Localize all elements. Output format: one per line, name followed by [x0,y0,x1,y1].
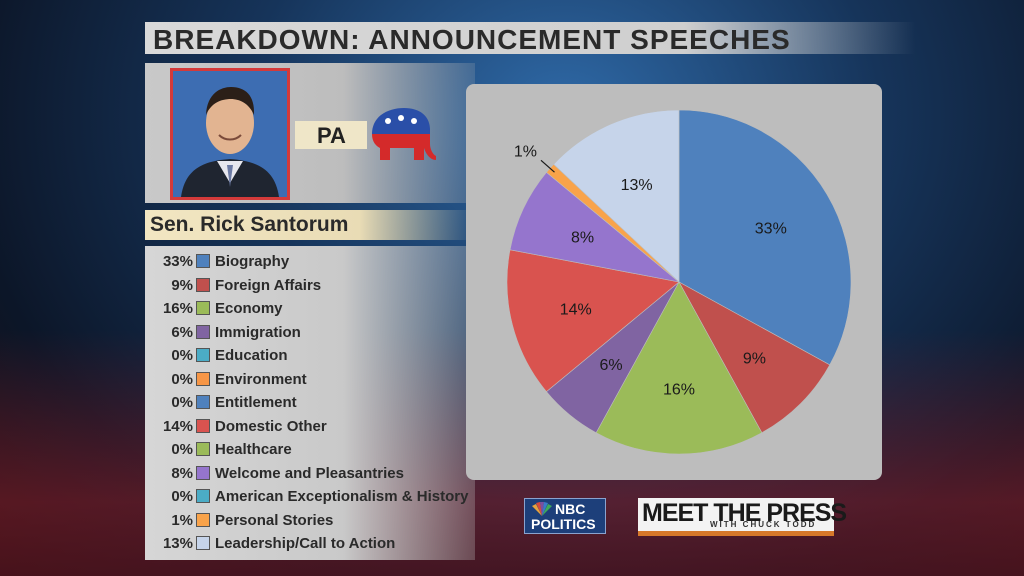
legend-percent: 0% [171,394,193,411]
legend-item: 0% Education [145,345,475,367]
name-bar: Sen. Rick Santorum [145,210,475,240]
legend-label: Education [215,347,288,364]
pie-data-label: 33% [755,221,787,238]
candidate-photo [170,68,290,200]
legend-item: 0% Healthcare [145,439,475,461]
legend-percent: 6% [171,324,193,341]
nbc-politics-logo: NBC POLITICS [524,498,606,534]
legend-item: 33% Biography [145,251,475,273]
legend-swatch [196,419,210,433]
pie-slice-leadership-call-to-action [553,109,680,283]
legend-swatch [196,442,210,456]
mtp-subtitle: WITH CHUCK TODD [710,520,817,529]
peacock-icon [532,502,552,516]
gop-elephant-icon [372,108,436,160]
state-badge: PA [295,121,367,149]
pie-data-label: 13% [621,177,653,194]
legend-item: 8% Welcome and Pleasantries [145,463,475,485]
legend-item: 6% Immigration [145,322,475,344]
pie-data-label: 8% [571,230,594,247]
legend-percent: 0% [171,347,193,364]
legend-item: 9% Foreign Affairs [145,275,475,297]
legend-percent: 0% [171,371,193,388]
legend-label: Economy [215,300,283,317]
legend-percent: 0% [171,488,193,505]
legend-panel: 33% Biography 9% Foreign Affairs 16% Eco… [145,246,475,560]
legend-percent: 8% [171,465,193,482]
legend-swatch [196,513,210,527]
title-bar: BREAKDOWN: ANNOUNCEMENT SPEECHES [145,22,915,55]
legend-percent: 16% [162,300,193,317]
pie-leader-line [540,159,555,173]
legend-label: Immigration [215,324,301,341]
pie-slice-foreign-affairs [678,281,831,434]
pie-slice-economy [595,281,763,455]
portrait-image [173,71,287,197]
meet-the-press-logo: MEET THE PRESS WITH CHUCK TODD [638,498,847,536]
legend-label: American Exceptionalism & History [215,488,469,505]
legend-label: Domestic Other [215,418,327,435]
pie-data-label: 16% [663,382,695,399]
chart-panel: 33% 9% 16% 6% 14% 8% 1% 13% [466,84,882,480]
legend-swatch [196,348,210,362]
legend-swatch [196,372,210,386]
pie-slice-biography [678,109,852,366]
legend-swatch [196,466,210,480]
legend-percent: 33% [162,253,193,270]
legend-percent: 13% [162,535,193,552]
pie-slice-domestic-other [506,249,680,393]
legend-percent: 0% [171,441,193,458]
pie-data-label: 14% [560,302,592,319]
legend-label: Entitlement [215,394,297,411]
pie-data-label: 1% [514,143,537,160]
legend-percent: 14% [162,418,193,435]
legend-item: 13% Leadership/Call to Action [145,533,475,555]
legend-label: Biography [215,253,290,270]
pie-chart: 33% 9% 16% 6% 14% 8% 1% 13% [506,109,852,455]
legend-item: 16% Economy [145,298,475,320]
legend-item: 0% American Exceptionalism & History [145,486,475,508]
legend-swatch [196,301,210,315]
candidate-name: Sen. Rick Santorum [150,213,349,236]
legend-label: Healthcare [215,441,292,458]
legend-swatch [196,536,210,550]
legend-percent: 9% [171,277,193,294]
legend-label: Welcome and Pleasantries [215,465,404,482]
page-title: BREAKDOWN: ANNOUNCEMENT SPEECHES [153,24,791,55]
legend-label: Foreign Affairs [215,277,322,294]
mtp-title: MEET THE PRESS [642,499,847,527]
legend-label: Environment [215,371,307,388]
legend-item: 1% Personal Stories [145,510,475,532]
legend-swatch [196,395,210,409]
legend-item: 0% Environment [145,369,475,391]
pie-data-label: 6% [599,357,622,374]
state-label: PA [317,123,346,148]
pie-data-label: 9% [743,350,766,367]
legend-label: Personal Stories [215,512,334,529]
legend-swatch [196,254,210,268]
legend-label: Leadership/Call to Action [215,535,396,552]
politics-text: POLITICS [531,516,596,532]
legend-swatch [196,325,210,339]
legend-percent: 1% [171,512,193,529]
nbc-text: NBC [555,501,586,517]
legend-item: 14% Domestic Other [145,416,475,438]
legend-swatch [196,278,210,292]
legend-item: 0% Entitlement [145,392,475,414]
legend-swatch [196,489,210,503]
